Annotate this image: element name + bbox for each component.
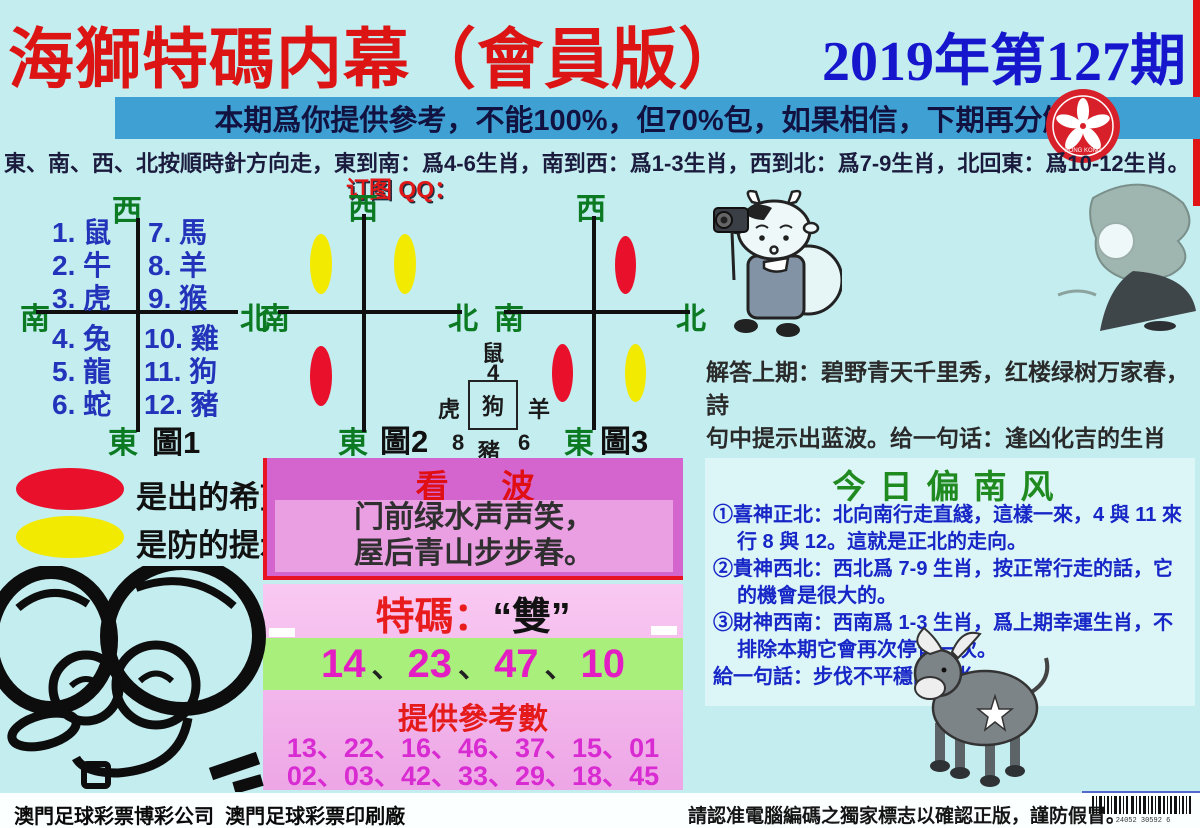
figure-caption: 圖3 bbox=[600, 424, 649, 459]
direction-label-west: 西 bbox=[576, 193, 606, 226]
red-marker-icon bbox=[615, 236, 636, 294]
lucky-number: 10 bbox=[580, 641, 626, 686]
cow-cartoon-icon bbox=[712, 188, 844, 338]
direction-rule-text: 東、南、西、北按順時針方向走，東到南：爲4-6生肖，南到西：爲1-3生肖，西到北… bbox=[4, 151, 1190, 176]
zodiac-list-bottom-right: 10. 雞 11. 狗 12. 豬 bbox=[144, 323, 219, 420]
woman-illustration bbox=[1038, 183, 1200, 335]
red-marker-icon bbox=[552, 344, 573, 402]
lucky-number: 23 bbox=[407, 641, 453, 686]
yellow-marker-icon bbox=[394, 234, 416, 294]
figure-caption: 圖2 bbox=[380, 424, 429, 459]
cross-vertical-line bbox=[362, 214, 366, 432]
prev-answer-line1: 解答上期：碧野青天千里秀，红楼绿树万家春，詩 bbox=[706, 359, 1189, 418]
red-ellipse-marker-icon bbox=[16, 468, 124, 510]
lucky-number: 47 bbox=[494, 641, 539, 686]
kanbo-poem-line1: 门前绿水声声笑， bbox=[354, 501, 594, 534]
lucky-numbers-band: 14、 23、 47、 10 bbox=[263, 638, 683, 690]
banner: 本期爲你提供參考，不能100%，但70%包，如果相信，下期再分解。 bbox=[115, 97, 1200, 139]
zodiac-list-top-left: 1. 鼠 2. 牛 3. 虎 bbox=[52, 217, 112, 314]
mini-bottom-right-number: 6 bbox=[518, 430, 531, 455]
lucky-number: 14 bbox=[321, 641, 366, 686]
lottery-company-name: 澳門足球彩票博彩公司 bbox=[14, 806, 214, 828]
special-code-row: 特碼：“雙” bbox=[263, 586, 683, 642]
footer-companies: 澳門足球彩票博彩公司 澳門足球彩票印刷廠 bbox=[14, 800, 405, 828]
banner-text: 本期爲你提供參考，不能100%，但70%包，如果相信，下期再分解。 bbox=[214, 105, 1101, 137]
yellow-marker-icon bbox=[625, 344, 646, 402]
mini-bottom-left-number: 8 bbox=[452, 430, 465, 455]
special-code-label: 特碼： bbox=[375, 596, 493, 639]
cross-vertical-line bbox=[592, 216, 596, 430]
barcode: 24052 30592 6 bbox=[1092, 796, 1194, 825]
mini-top: 鼠 bbox=[482, 341, 505, 366]
prev-answer-line2: 句中提示出蓝波。给一句话：逢凶化吉的生肖 bbox=[706, 425, 1166, 451]
footer-divider bbox=[1082, 791, 1200, 793]
kanbo-box: 看波 门前绿水声声笑， 屋后青山步步春。 bbox=[263, 458, 683, 580]
direction-label-south: 南 bbox=[20, 303, 50, 336]
mini-right: 羊 bbox=[528, 397, 551, 422]
cross-horizontal-line bbox=[278, 310, 462, 314]
direction-label-south: 南 bbox=[494, 303, 524, 336]
mini-left: 虎 bbox=[438, 397, 461, 422]
cross-horizontal-line bbox=[504, 310, 690, 314]
red-marker-icon bbox=[310, 346, 332, 406]
cross-vertical-line bbox=[136, 218, 140, 432]
authenticity-notice: 請認准電腦編碼之獨家標志以確認正版，謹防假冒。 bbox=[688, 806, 1126, 827]
kanbo-poem: 门前绿水声声笑， 屋后青山步步春。 bbox=[275, 500, 673, 572]
direction-label-north: 北 bbox=[240, 303, 270, 336]
direction-label-north: 北 bbox=[448, 303, 478, 336]
mini-center: 狗 bbox=[481, 394, 504, 419]
barcode-digits: 24052 30592 6 bbox=[1115, 817, 1171, 825]
reference-numbers-row2: 02、03、42、33、29、18、45 bbox=[286, 761, 660, 791]
qq-label: 订图 QQ： bbox=[346, 176, 458, 202]
direction-label-east: 東 bbox=[564, 427, 594, 460]
white-dash bbox=[269, 628, 295, 637]
mini-center-box: 狗 bbox=[468, 380, 518, 430]
zodiac-list-bottom-left: 4. 兔 5. 龍 6. 蛇 bbox=[52, 323, 112, 420]
special-code-panel: 特碼：“雙” 14、 23、 47、 10 提供參考數 13、22、16、46、37、… bbox=[263, 584, 683, 791]
kanbo-poem-line2: 屋后青山步步春。 bbox=[354, 537, 594, 570]
cross-horizontal-line bbox=[36, 310, 238, 314]
direction-label-east: 東 bbox=[338, 427, 368, 460]
direction-label-north: 北 bbox=[676, 303, 706, 336]
south-wind-title: 今日偏南风 bbox=[832, 468, 1068, 505]
white-dash bbox=[651, 626, 677, 635]
footer: 澳門足球彩票博彩公司 澳門足球彩票印刷廠 請認准電腦編碼之獨家標志以確認正版，謹… bbox=[0, 793, 1200, 828]
emblem-text: HONG KONG bbox=[1064, 148, 1102, 154]
zodiac-list-top-right: 7. 馬 8. 羊 9. 猴 bbox=[148, 217, 208, 314]
figure-caption: 圖1 bbox=[152, 425, 201, 460]
direction-label-south: 南 bbox=[260, 303, 290, 336]
hk-emblem-icon: HONG KONG bbox=[1045, 88, 1121, 164]
bull-cartoon-icon bbox=[900, 618, 1060, 788]
south-wind-line: ②貴神西北：西北爲 7-9 生肖，按正常行走的話，它 bbox=[713, 558, 1174, 580]
yellow-ellipse-marker-icon bbox=[16, 516, 124, 558]
reference-numbers-row1: 13、22、16、46、37、15、01 bbox=[286, 733, 660, 763]
south-wind-line: ③財神西南：西南爲 1-3 生肖，爲上期幸運生肖，不 bbox=[713, 612, 1174, 634]
page-title: 海獅特碼内幕（會員版） bbox=[8, 24, 745, 97]
yellow-marker-icon bbox=[310, 234, 332, 294]
prev-answer-text: 解答上期：碧野青天千里秀，红楼绿树万家春，詩 句中提示出蓝波。给一句话：逢凶化吉… bbox=[706, 356, 1198, 455]
mouse-cartoon-icon bbox=[0, 556, 266, 794]
south-wind-line: ①喜神正北：北向南行走直綫，這樣一來，4 與 11 來 bbox=[713, 504, 1182, 526]
mini-bottom: 豬 bbox=[478, 439, 501, 464]
mini-top-number: 4 bbox=[487, 360, 500, 385]
issue-number: 2019年第127期 bbox=[822, 31, 1186, 93]
south-wind-line: 行 8 與 12。這就是正北的走向。 bbox=[737, 531, 1028, 553]
reference-numbers-title: 提供參考數 bbox=[398, 703, 548, 736]
kanbo-title: 看波 bbox=[415, 468, 588, 505]
direction-label-east: 東 bbox=[108, 427, 138, 460]
south-wind-line: 的機會是很大的。 bbox=[737, 585, 897, 607]
special-code-value: “雙” bbox=[492, 596, 571, 639]
print-company-name: 澳門足球彩票印刷廠 bbox=[225, 806, 406, 828]
